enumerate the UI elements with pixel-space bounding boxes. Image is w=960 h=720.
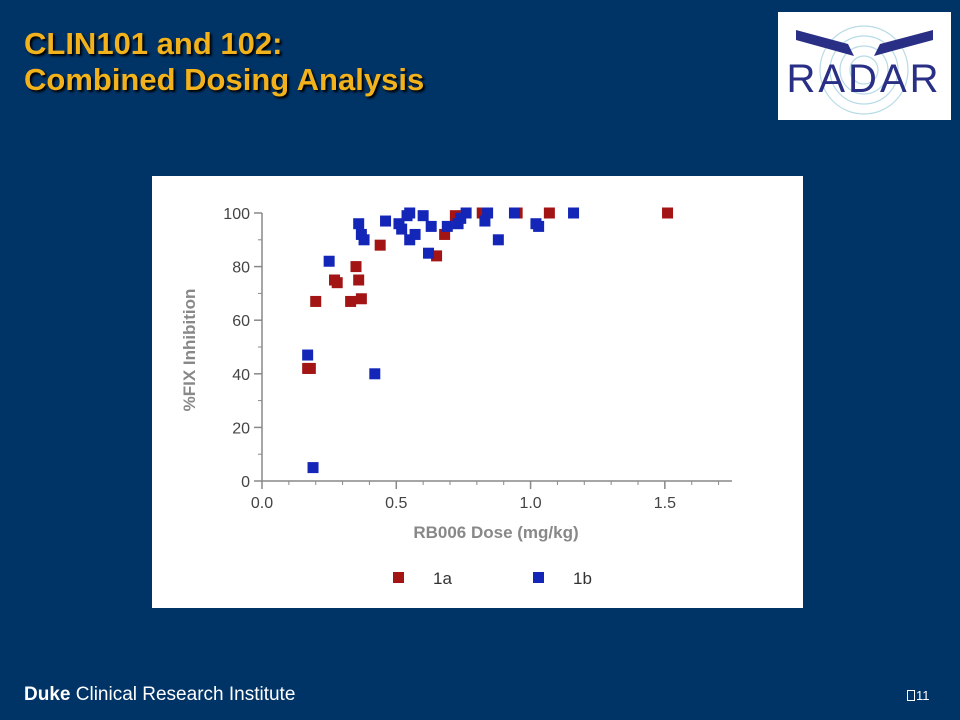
data-point-1b <box>423 247 435 259</box>
x-tick-label: 0.0 <box>251 495 273 512</box>
x-tick-label: 1.0 <box>519 495 541 512</box>
footer-org-bold: Duke <box>24 684 71 705</box>
data-point-1a <box>345 295 357 307</box>
page-number: 11 <box>907 688 930 703</box>
data-point-1b <box>302 349 314 361</box>
data-point-1b <box>492 234 504 246</box>
data-point-1a <box>374 239 386 251</box>
data-point-1b <box>568 207 580 219</box>
data-point-1b <box>508 207 520 219</box>
x-tick-label: 0.5 <box>385 495 407 512</box>
data-point-1a <box>353 274 365 286</box>
radar-logo-graphic: RADAR <box>786 25 941 115</box>
data-point-1b <box>380 215 392 227</box>
legend-label-1b: 1b <box>573 569 592 588</box>
y-axis-label: %FIX Inhibition <box>180 289 199 412</box>
logo-text: RADAR <box>786 57 941 101</box>
slide-title: CLIN101 and 102: Combined Dosing Analysi… <box>24 26 424 98</box>
data-point-1b <box>460 207 472 219</box>
data-point-1b <box>417 210 429 222</box>
data-point-1a <box>662 207 674 219</box>
y-tick-label: 40 <box>232 367 250 384</box>
data-point-1a <box>350 261 362 273</box>
data-point-1a <box>331 277 343 289</box>
legend-marker-1b <box>533 572 544 583</box>
y-tick-label: 80 <box>232 260 250 277</box>
y-tick-label: 20 <box>232 420 250 437</box>
legend-label-1a: 1a <box>433 569 452 588</box>
y-tick-label: 0 <box>241 474 250 491</box>
data-point-1a <box>304 362 316 374</box>
title-line-1: CLIN101 and 102: <box>24 26 283 61</box>
data-point-1a <box>543 207 555 219</box>
data-point-1b <box>358 234 370 246</box>
x-tick-label: 1.5 <box>654 495 676 512</box>
scatter-chart: 0 20 40 60 80 100 0.0 0.5 1.0 1.5 %FIX Inhibition… <box>180 206 732 588</box>
chart-panel: 0 20 40 60 80 100 0.0 0.5 1.0 1.5 %FIX Inhibition… <box>152 176 803 608</box>
y-tick-label: 60 <box>232 313 250 330</box>
data-point-1b <box>482 207 494 219</box>
document-icon <box>907 690 915 701</box>
data-point-1b <box>533 220 545 232</box>
data-point-1b <box>369 368 381 380</box>
data-point-1b <box>353 218 365 230</box>
data-point-1a <box>439 228 451 240</box>
data-point-1b <box>479 215 491 227</box>
page-number-text: 11 <box>916 688 930 703</box>
data-point-1a <box>355 293 367 305</box>
radar-logo: RADAR <box>778 12 951 120</box>
legend-marker-1a <box>393 572 404 583</box>
data-point-1b <box>409 228 421 240</box>
footer-organization: Duke Clinical Research Institute <box>24 684 295 706</box>
data-point-1b <box>441 220 453 232</box>
data-point-1b <box>307 462 319 474</box>
footer-org-rest: Clinical Research Institute <box>75 684 296 705</box>
x-axis-label: RB006 Dose (mg/kg) <box>413 523 578 542</box>
data-point-1a <box>310 295 322 307</box>
title-line-2: Combined Dosing Analysis <box>24 62 425 97</box>
y-tick-label: 100 <box>223 206 250 223</box>
data-point-1b <box>425 220 437 232</box>
data-point-1a <box>431 250 443 262</box>
data-point-1b <box>323 255 335 267</box>
data-point-1b <box>404 207 416 219</box>
data-point-1b <box>396 223 408 235</box>
